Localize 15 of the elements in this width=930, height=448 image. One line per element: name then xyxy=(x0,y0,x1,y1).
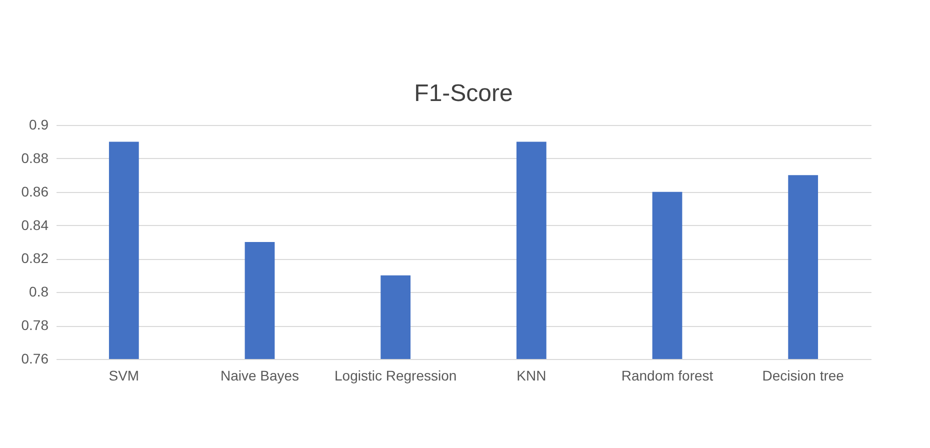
y-tick-label: 0.78 xyxy=(21,317,49,334)
y-tick-label: 0.76 xyxy=(21,350,49,366)
x-tick-label: KNN xyxy=(516,368,546,384)
y-tick-label: 0.86 xyxy=(21,183,49,200)
x-tick-label: Naive Bayes xyxy=(220,368,300,384)
y-tick-label: 0.84 xyxy=(21,216,49,233)
x-tick-label: Random forest xyxy=(621,368,714,384)
x-tick-label: Decision tree xyxy=(762,368,844,384)
x-tick-label: SVM xyxy=(108,368,140,384)
x-tick-label: Logistic Regression xyxy=(334,368,457,384)
y-tick-label: 0.8 xyxy=(29,284,49,300)
chart-title: F1-Score xyxy=(414,80,513,107)
y-tick-label: 0.88 xyxy=(21,150,49,166)
y-tick-label: 0.82 xyxy=(21,250,49,266)
y-tick-label: 0.9 xyxy=(29,116,49,132)
